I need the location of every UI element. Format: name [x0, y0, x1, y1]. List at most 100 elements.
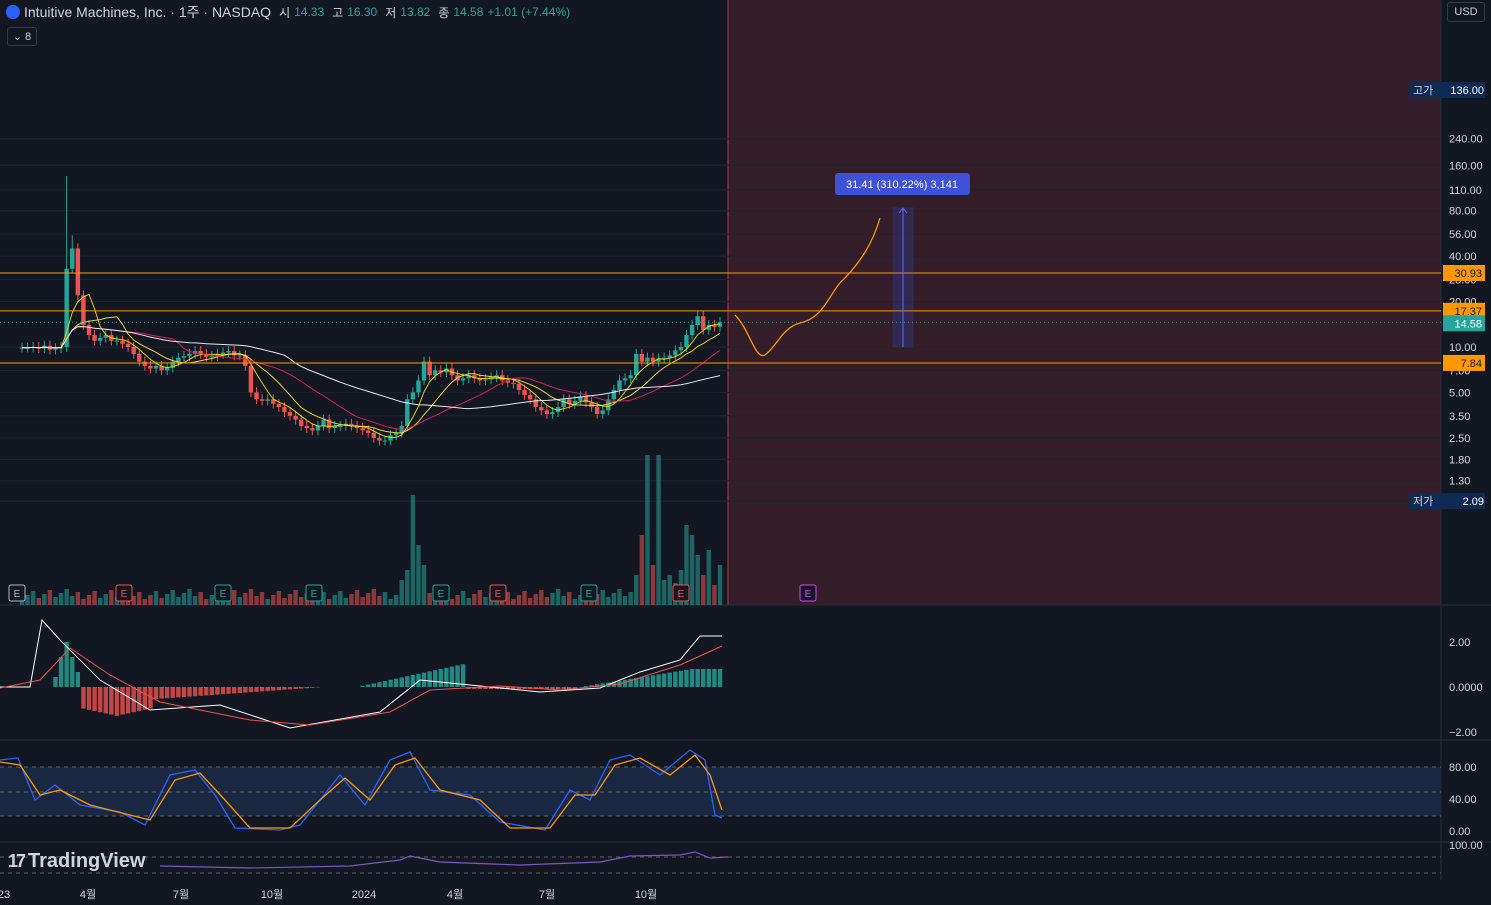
macd-bar — [137, 687, 142, 711]
volume-bar — [667, 575, 672, 605]
macd-bar — [75, 672, 81, 687]
volume-bar — [706, 550, 712, 605]
candle-body — [522, 389, 527, 396]
earnings-marker — [8, 584, 26, 602]
volume-bar — [92, 591, 97, 605]
candle-body — [243, 355, 248, 366]
volume-bar — [544, 597, 550, 605]
time-axis-label: 4월 — [80, 888, 96, 901]
macd-bar — [231, 687, 237, 694]
macd-bar — [131, 687, 136, 713]
company-logo-icon — [6, 5, 20, 19]
indicators-collapse-button[interactable]: ⌄ 8 — [7, 27, 37, 46]
stoch-axis-label: 80.00 — [1449, 762, 1477, 774]
candle-body — [81, 295, 86, 325]
candle-body — [371, 432, 376, 438]
volume-bar — [103, 594, 108, 605]
candle-body — [159, 365, 164, 371]
time-axis-label: 2024 — [352, 889, 376, 901]
volume-bar — [164, 594, 170, 605]
candle-body — [382, 440, 388, 442]
macd-bar — [594, 684, 600, 687]
candle-body — [226, 351, 231, 353]
macd-bar — [483, 687, 488, 689]
macd-bar — [388, 679, 393, 687]
volume-bar — [204, 599, 209, 605]
macd-bar — [198, 687, 203, 696]
macd-bar — [656, 674, 661, 687]
volume-bar — [366, 593, 371, 605]
tradingview-wordmark: TradingView — [28, 850, 146, 872]
time-axis-label: 10월 — [635, 888, 657, 901]
volume-bar — [393, 595, 399, 605]
candle-body — [293, 415, 298, 420]
volume-bar — [299, 597, 304, 605]
volume-bar — [639, 535, 645, 605]
price-tick-label: 1.30 — [1449, 476, 1470, 488]
volume-bar — [42, 594, 47, 605]
volume-bar — [388, 599, 393, 605]
last-price-badge: 14.58 — [1454, 318, 1482, 330]
last-price-badge-box — [1443, 315, 1485, 332]
macd-bar — [125, 687, 131, 714]
macd-bar — [299, 687, 304, 689]
rsi-line — [159, 851, 729, 869]
volume-bar — [421, 565, 427, 605]
volume-bar — [382, 592, 388, 605]
tradingview-mark-icon: 17 — [8, 851, 26, 871]
level-badge: 17.37 — [1454, 306, 1482, 318]
volume-bar — [511, 599, 516, 605]
macd-line — [0, 618, 722, 729]
volume-bar — [561, 596, 566, 605]
volume-bar — [567, 592, 572, 605]
macd-bar — [248, 687, 254, 693]
volume-bar — [19, 599, 25, 605]
macd-bar — [81, 687, 86, 709]
volume-bar — [689, 535, 695, 605]
volume-bar — [148, 595, 153, 605]
candle-body — [701, 316, 706, 330]
candle-body — [315, 425, 321, 431]
volume-bar — [533, 594, 538, 605]
macd-bar — [421, 672, 427, 687]
earnings-marker — [214, 584, 232, 602]
macd-bar — [192, 687, 198, 697]
volume-bar — [326, 599, 332, 605]
macd-bar — [695, 669, 700, 687]
low-value: 13.82 — [400, 5, 431, 19]
indicator-count: 8 — [25, 30, 32, 43]
tradingview-logo[interactable]: 17 TradingView — [8, 850, 145, 873]
volume-bar — [243, 593, 248, 605]
macd-bar — [650, 675, 656, 687]
candle-body — [220, 352, 226, 354]
macd-bar — [427, 671, 432, 687]
candle-body — [92, 335, 97, 341]
candle-body — [583, 396, 589, 403]
moving-average-line — [22, 293, 721, 438]
volume-bar — [656, 455, 661, 605]
macd-bar — [187, 687, 192, 697]
volume-bar — [64, 589, 69, 605]
symbol-title[interactable]: Intuitive Machines, Inc. · 1주 · NASDAQ — [24, 4, 272, 20]
candle-body — [527, 395, 533, 400]
macd-bar — [120, 687, 125, 715]
candle-body — [97, 337, 103, 341]
macd-signal-line — [0, 645, 723, 726]
macd-bar — [572, 687, 578, 689]
candle-body — [606, 399, 611, 411]
candle-body — [231, 351, 237, 356]
candle-body — [360, 428, 365, 431]
macd-bar — [159, 687, 164, 699]
currency-button[interactable]: USD — [1447, 2, 1485, 22]
volume-bar — [483, 597, 488, 605]
candle-body — [259, 399, 265, 401]
candle-body — [656, 358, 661, 362]
candle-body — [164, 367, 170, 371]
volume-bar — [466, 598, 471, 605]
volume-bar — [170, 590, 175, 605]
candle-body — [287, 412, 293, 416]
macd-bar — [53, 677, 58, 687]
volume-bar — [622, 596, 628, 605]
volume-bar — [399, 580, 404, 605]
